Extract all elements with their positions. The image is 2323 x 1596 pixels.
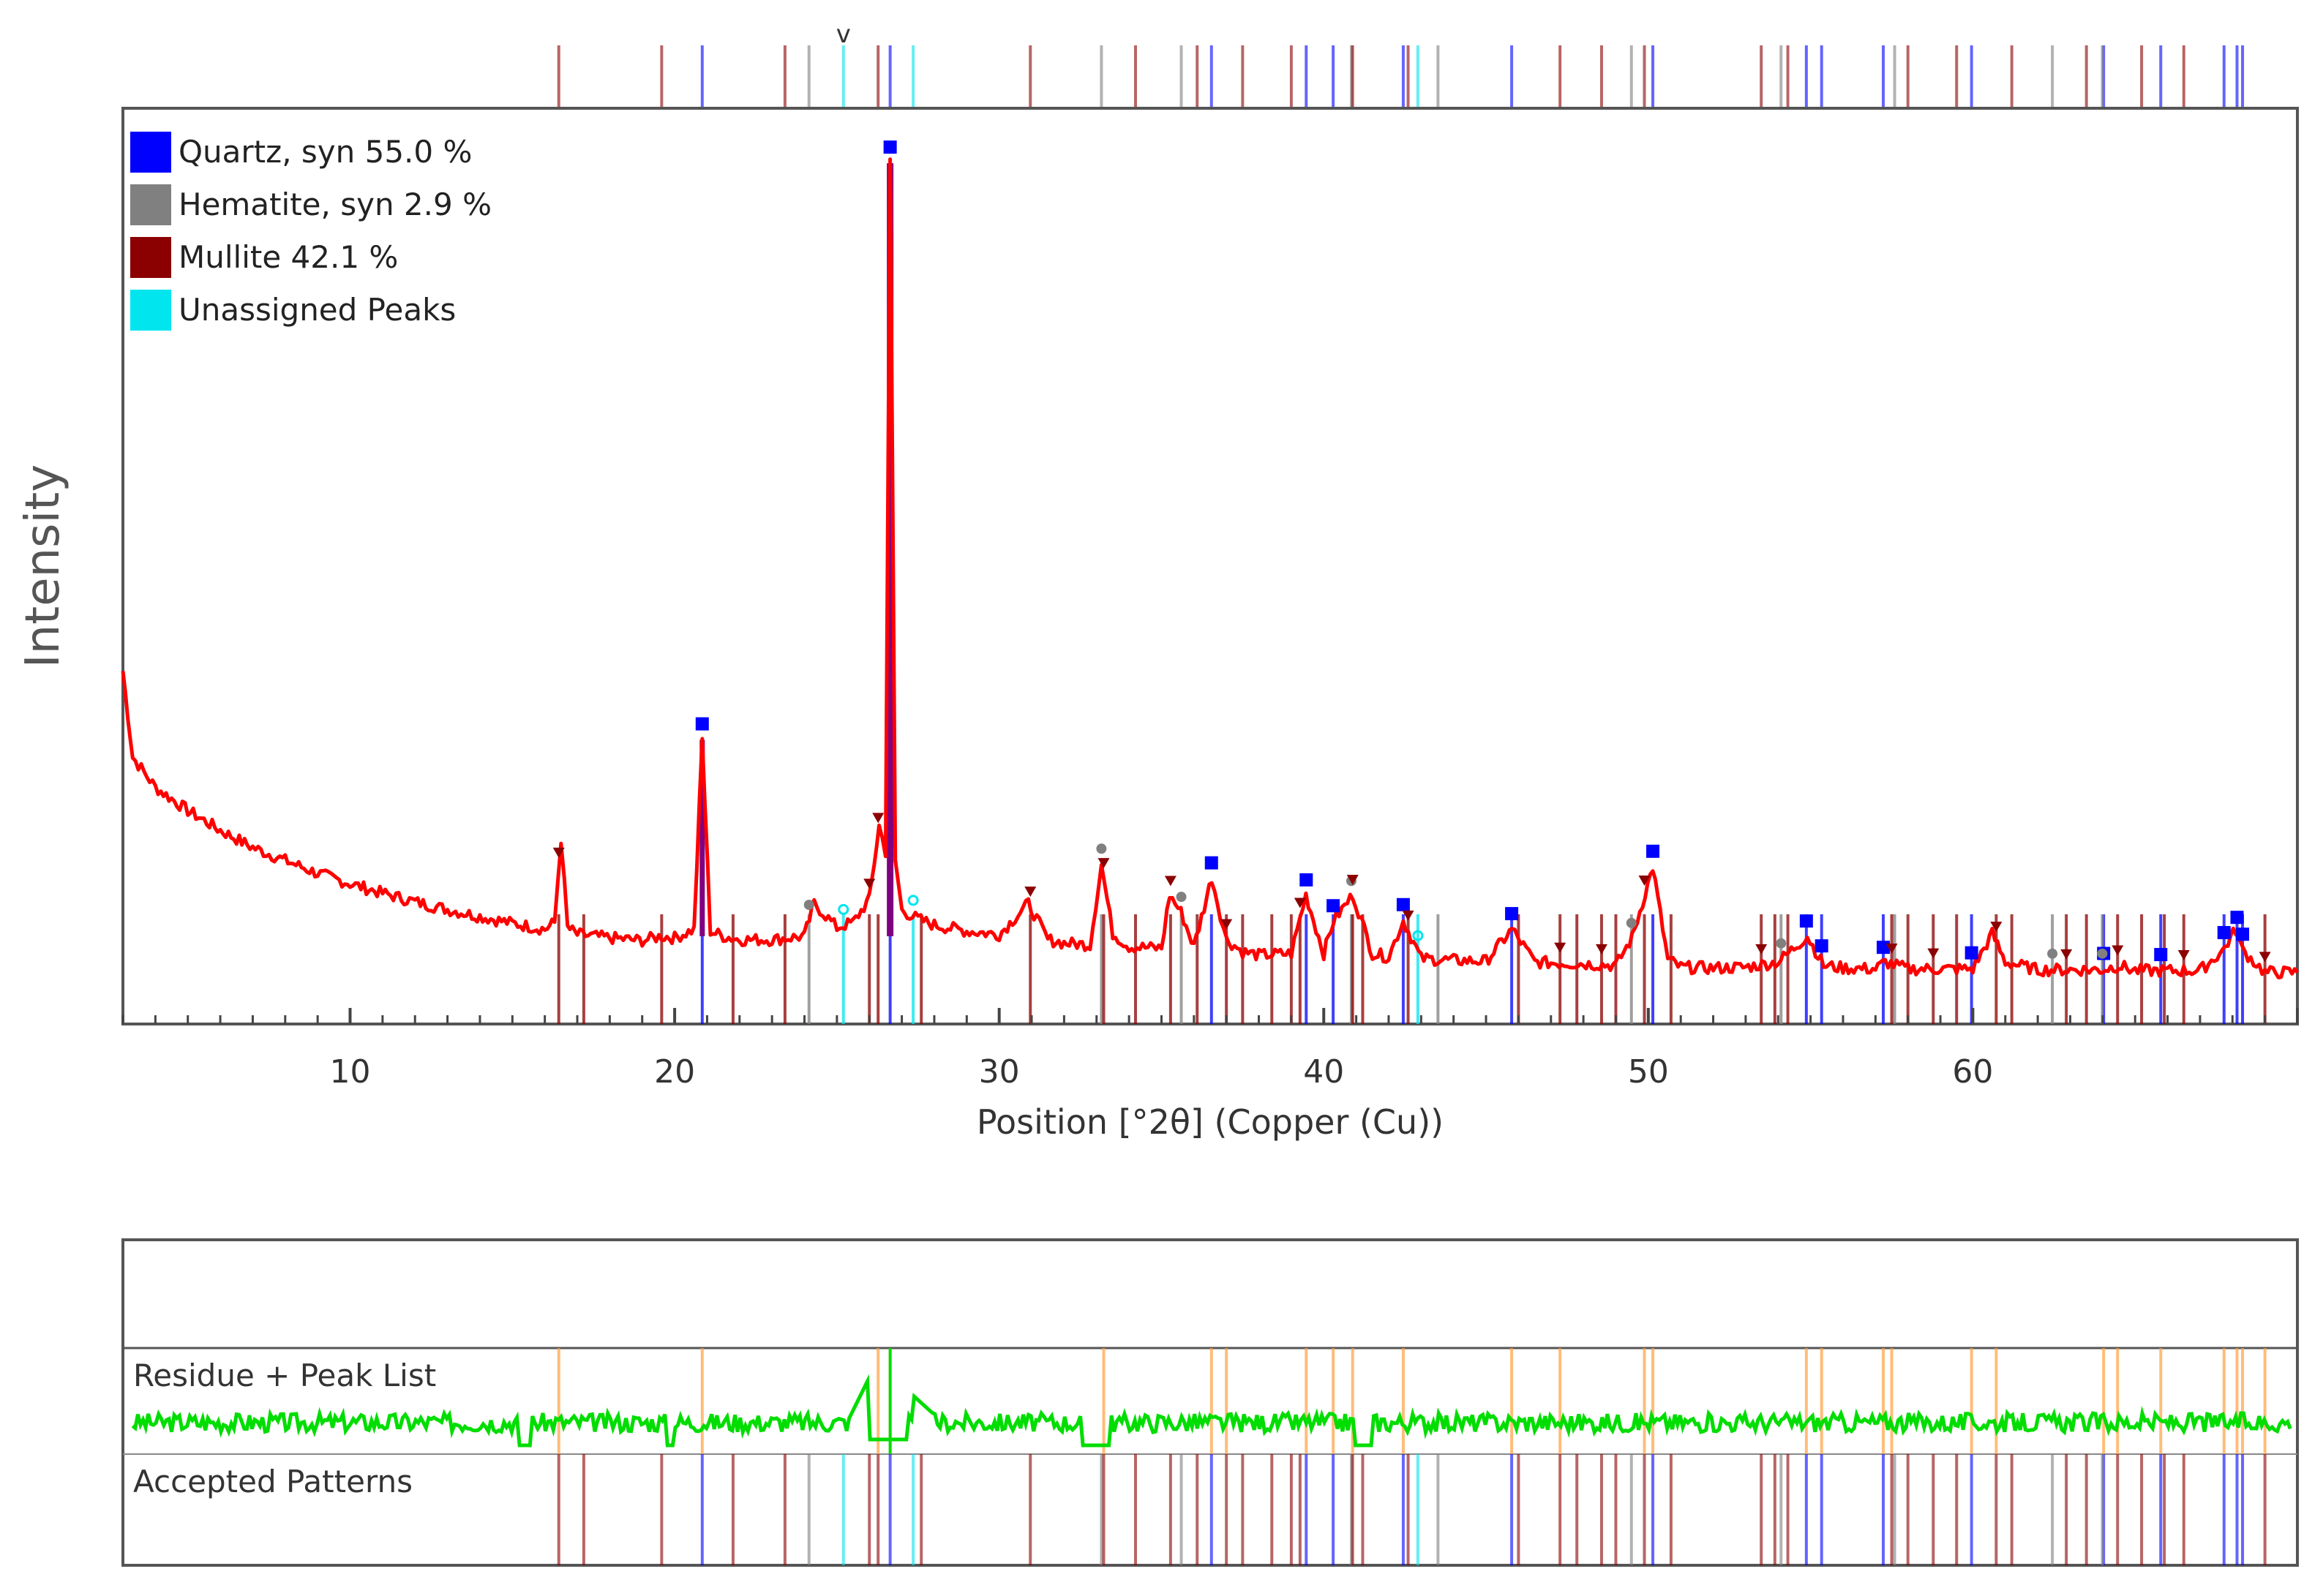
legend-label: Unassigned Peaks	[179, 292, 456, 328]
legend-label: Mullite 42.1 %	[179, 239, 398, 275]
mullite-peak-marker	[1638, 876, 1651, 887]
mullite-peak-marker	[1755, 944, 1768, 955]
hematite-peak-marker	[1096, 843, 1107, 854]
mullite-peak-marker	[872, 813, 885, 824]
unassigned-peak-marker	[907, 895, 919, 906]
hematite-peak-marker	[2047, 948, 2058, 959]
mullite-peak-marker	[1024, 887, 1037, 897]
mullite-peak-marker	[863, 878, 876, 889]
top-strip-marker-v: v	[836, 20, 851, 49]
mullite-peak-marker	[1346, 875, 1359, 886]
quartz-peak-marker	[1646, 844, 1660, 858]
quartz-peak-marker	[1204, 856, 1218, 870]
hematite-peak-marker	[803, 900, 814, 911]
quartz-peak-marker	[2236, 927, 2250, 941]
mullite-peak-marker	[1294, 897, 1306, 908]
quartz-peak-marker	[1964, 946, 1978, 960]
peak-list-ticks	[557, 1348, 2267, 1454]
mullite-peak-marker	[2177, 950, 2190, 961]
quartz-peak-marker	[2217, 926, 2231, 940]
quartz-peak-marker	[695, 717, 709, 731]
accepted-pattern-lines	[557, 1454, 2267, 1565]
quartz-peak-marker	[1505, 907, 1519, 921]
unassigned-peak-marker	[838, 903, 849, 915]
mullite-peak-marker	[552, 847, 565, 858]
x-tick-label: 10	[330, 1053, 371, 1091]
legend-swatch	[130, 184, 171, 225]
fit-profile	[699, 163, 894, 936]
quartz-peak-marker	[1396, 897, 1410, 911]
unassigned-peak-marker	[1412, 930, 1424, 941]
x-axis-tick-labels: 10 20 30 40 50 60	[330, 1053, 1994, 1091]
quartz-peak-marker	[1799, 914, 1813, 928]
x-tick-label: 30	[979, 1053, 1020, 1091]
x-axis-title: Position [°2θ] (Copper (Cu))	[977, 1102, 1444, 1142]
mullite-peak-marker	[2060, 949, 2073, 960]
quartz-peak-marker	[883, 140, 897, 154]
mullite-peak-marker	[1220, 919, 1233, 930]
legend-swatch	[130, 132, 171, 173]
mullite-peak-marker	[1164, 876, 1176, 887]
peak-markers	[552, 140, 2271, 963]
mullite-peak-marker	[1990, 922, 2003, 933]
y-axis-title: Intensity	[16, 464, 70, 669]
x-tick-label: 50	[1628, 1053, 1669, 1091]
quartz-peak-marker	[1815, 939, 1828, 953]
mullite-peak-marker	[1595, 944, 1607, 955]
accepted-patterns-label: Accepted Patterns	[133, 1464, 413, 1499]
mullite-peak-marker	[1927, 948, 1940, 959]
legend-label: Quartz, syn 55.0 %	[179, 134, 472, 170]
legend-label: Hematite, syn 2.9 %	[179, 187, 492, 222]
x-tick-label: 60	[1952, 1053, 1993, 1091]
mullite-peak-marker	[1885, 943, 1898, 954]
quartz-peak-marker	[2230, 911, 2244, 925]
mullite-peak-marker	[2259, 952, 2271, 963]
mullite-peak-marker	[2112, 945, 2124, 956]
legend: Quartz, syn 55.0 % Hematite, syn 2.9 % Mul…	[130, 132, 492, 331]
x-tick-label: 40	[1303, 1053, 1344, 1091]
quartz-peak-marker	[2154, 948, 2168, 962]
x-axis-ticks	[121, 1008, 2299, 1024]
reference-lines	[557, 914, 2267, 1024]
hematite-peak-marker	[2097, 948, 2108, 959]
quartz-peak-marker	[1876, 941, 1890, 955]
mullite-peak-marker	[1402, 910, 1414, 921]
mullite-peak-marker	[1554, 942, 1566, 953]
measured-pattern-line	[121, 157, 2299, 979]
hematite-peak-marker	[1176, 892, 1187, 903]
top-reference-strip	[557, 45, 2245, 108]
residue-trace	[131, 1374, 2292, 1448]
residue-peak-list-label: Residue + Peak List	[133, 1358, 436, 1393]
hematite-peak-marker	[1776, 938, 1787, 949]
legend-swatch	[130, 237, 171, 278]
quartz-peak-marker	[1299, 873, 1313, 887]
legend-swatch	[130, 290, 171, 331]
quartz-peak-marker	[1326, 899, 1340, 913]
mullite-peak-marker	[1097, 858, 1110, 869]
hematite-peak-marker	[1626, 917, 1637, 928]
x-tick-label: 20	[654, 1053, 695, 1091]
